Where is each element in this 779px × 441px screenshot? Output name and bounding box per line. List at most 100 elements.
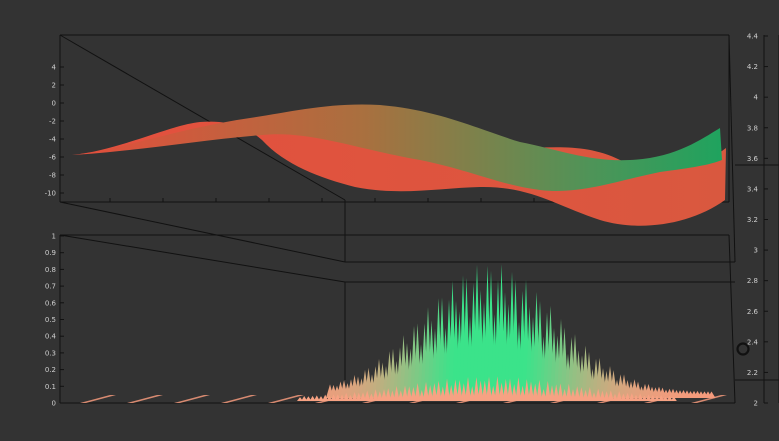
ring-cursor-icon	[736, 342, 750, 356]
spike-foreground	[519, 385, 526, 401]
spike-foreground	[570, 389, 576, 401]
spike-foreground	[540, 388, 547, 401]
top-y-tick-label: -10	[45, 190, 56, 198]
spike-foreground	[431, 383, 438, 401]
spike-foreground	[448, 384, 455, 401]
spike-foreground	[486, 376, 492, 401]
spike-foreground	[641, 395, 648, 401]
spike-foreground	[423, 381, 429, 401]
right-axis-tick-label: 2.6	[747, 308, 759, 316]
bottom-y-tick-label: 0.9	[45, 249, 56, 257]
spike-foreground	[553, 384, 560, 401]
top-y-tick-label: 0	[52, 100, 56, 108]
bottom-y-tick-label: 0.5	[45, 316, 56, 324]
spike-foreground	[557, 383, 564, 401]
spike-foreground	[498, 382, 505, 401]
bottom-y-tick-label: 0.8	[45, 266, 56, 274]
bottom-y-tick-label: 0	[52, 400, 56, 408]
spike-foreground	[490, 385, 497, 401]
spike-foreground	[297, 397, 303, 401]
right-axis-tick-label: 3.8	[747, 124, 758, 132]
ribbon-back-face	[72, 121, 726, 226]
spike-foreground	[435, 380, 442, 401]
spike-foreground	[381, 389, 387, 401]
spike-foreground	[427, 385, 434, 401]
right-axis-tick-label: 3.4	[747, 185, 759, 193]
right-axis-tick-label: 2	[754, 400, 758, 408]
bottom-y-tick-label: 0.7	[45, 283, 56, 291]
spike-foreground	[666, 395, 673, 401]
right-axis-tick-label: 3.2	[747, 216, 758, 224]
spike-foreground	[616, 391, 623, 401]
spike-foreground	[318, 396, 324, 401]
right-axis-tick-label: 2.4	[747, 338, 759, 346]
spike-foreground	[494, 376, 501, 401]
spike-foreground	[439, 386, 446, 401]
spike-foreground	[418, 390, 425, 401]
spike-foreground	[523, 379, 530, 401]
spike-foreground	[444, 378, 450, 401]
top-perspective-lower-diagonal	[59, 201, 346, 263]
bottom-y-axis-ticks: 1 0.9 0.8 0.7 0.6 0.5 0.4 0.3 0.2 0.1 0	[45, 233, 64, 408]
right-axis-tick-label: 3.6	[747, 155, 759, 163]
spike-foreground	[452, 379, 459, 401]
spike-foreground	[322, 394, 329, 401]
spike-foreground	[393, 386, 400, 401]
right-side-axis[interactable]: 4.4 4.2 4 3.8 3.6 3.4 3.2 3 2.8 2.6 2.4 2.2 2	[735, 33, 779, 408]
spike-foreground	[372, 389, 379, 401]
spike-foreground	[574, 386, 581, 401]
right-axis-tick-label: 3	[754, 247, 758, 255]
spike-foreground	[591, 392, 597, 401]
top-y-axis-ticks: 4 2 0 -2 -4 -6 -8 -10	[45, 64, 64, 198]
spike-foreground	[620, 393, 627, 401]
bottom-plot-panel[interactable]: 1 0.9 0.8 0.7 0.6 0.5 0.4 0.3 0.2 0.1 0	[45, 233, 736, 408]
spike-foreground	[343, 392, 350, 401]
spike-foreground	[326, 395, 333, 401]
spike-foreground	[507, 378, 513, 401]
spike-foreground	[414, 382, 421, 401]
bottom-y-tick-label: 0.4	[45, 333, 57, 341]
spike-foreground	[360, 392, 366, 401]
spike-foreground	[637, 393, 644, 401]
spike-foreground	[649, 395, 656, 401]
spike-foreground	[355, 392, 362, 401]
spike-foreground	[351, 392, 358, 401]
spike-foreground	[528, 381, 534, 401]
spike-foreground	[339, 394, 345, 401]
top-y-tick-label: -8	[49, 172, 56, 180]
spike-foreground	[364, 390, 371, 401]
spike-foreground	[633, 394, 639, 401]
bottom-y-tick-label: 0.1	[45, 383, 56, 391]
spike-foreground	[607, 390, 614, 401]
top-plot-panel[interactable]: 4 2 0 -2 -4 -6 -8 -10	[45, 34, 736, 263]
spike-foreground	[565, 383, 572, 401]
top-y-tick-label: 4	[52, 64, 57, 72]
bottom-perspective-diagonal	[59, 234, 346, 283]
spike-foreground	[603, 391, 610, 401]
spike-foreground	[313, 395, 320, 401]
spike-foreground	[456, 379, 463, 401]
top-perspective-diagonal	[59, 34, 346, 201]
spike-foreground	[628, 393, 635, 401]
spike-foreground	[460, 383, 467, 401]
spike-foreground	[658, 395, 665, 401]
spike-foreground	[549, 385, 555, 401]
spike-foreground	[654, 395, 660, 401]
spike-foreground	[473, 377, 480, 401]
spike-foreground	[670, 396, 677, 401]
bottom-y-tick-label: 0.6	[45, 299, 57, 307]
spike-foreground	[532, 383, 539, 401]
right-axis-tick-label: 2.2	[747, 369, 758, 377]
spike-foreground	[406, 386, 413, 401]
spike-foreground	[612, 393, 618, 401]
spike-foreground	[385, 388, 392, 401]
floor-strip	[174, 395, 210, 403]
floor-strip	[80, 395, 116, 403]
spike-foreground	[397, 390, 404, 401]
spike-foreground	[469, 386, 476, 401]
spike-foreground	[402, 385, 408, 401]
spike-foreground	[515, 377, 522, 401]
spike-foreground	[481, 380, 488, 401]
spike-foreground	[309, 395, 316, 401]
